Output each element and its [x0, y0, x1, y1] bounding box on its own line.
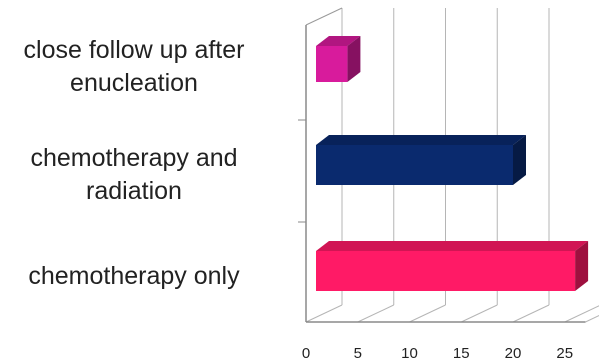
x-tick-label-5: 5	[354, 345, 362, 362]
bar-top-1	[316, 135, 526, 145]
bar-0	[316, 46, 348, 82]
bar-top-0	[316, 36, 361, 46]
floor-gridline-15	[461, 304, 498, 323]
x-tick-label-25: 25	[556, 345, 573, 362]
bar-1	[316, 145, 513, 185]
floor-gridline-0	[305, 304, 343, 323]
side-wall-top	[305, 7, 343, 26]
x-tick-label-10: 10	[401, 345, 418, 362]
category-label-chemo-and-radiation: chemotherapy and radiation	[30, 144, 238, 205]
bar-side-0	[347, 36, 361, 82]
bar-side-2	[575, 241, 589, 291]
x-tick-label-0: 0	[302, 345, 310, 362]
x-tick-label-15: 15	[453, 345, 470, 362]
floor-gridline-5	[357, 304, 394, 323]
category-label-close-follow-up: close follow up after enucleation	[23, 36, 245, 97]
bar-side-1	[513, 135, 526, 185]
bar-top-2	[316, 241, 589, 251]
floor-right-edge	[585, 315, 599, 323]
floor-gridline-25	[564, 305, 599, 323]
floor-gridline-20	[512, 304, 550, 323]
bar-2	[316, 251, 576, 291]
floor-gridline-10	[409, 304, 446, 323]
x-tick-label-20: 20	[505, 345, 522, 362]
category-label-chemo-only: chemotherapy only	[28, 262, 240, 290]
